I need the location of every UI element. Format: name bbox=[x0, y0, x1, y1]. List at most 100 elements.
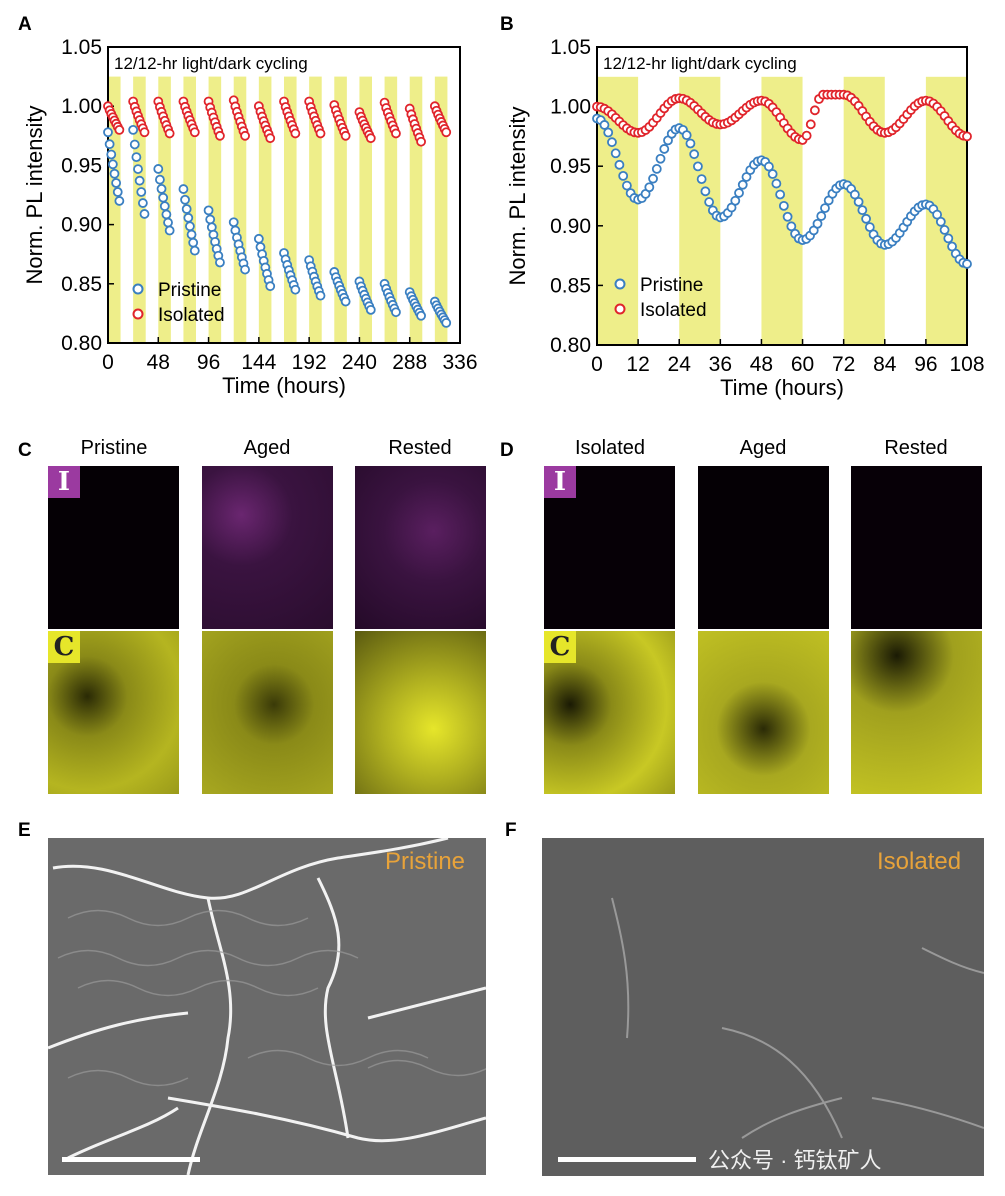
x-tick-label: 60 bbox=[791, 353, 814, 376]
map-d-rested-iodine bbox=[851, 466, 982, 629]
data-point-pristine bbox=[730, 195, 741, 206]
scale-bar-e bbox=[62, 1157, 200, 1162]
data-point-isolated bbox=[416, 136, 426, 147]
y-tick-label: 0.95 bbox=[550, 155, 591, 178]
data-point-pristine bbox=[610, 148, 621, 159]
x-tick-label: 108 bbox=[949, 353, 984, 376]
data-point-pristine bbox=[939, 225, 950, 235]
data-point-pristine bbox=[778, 200, 789, 211]
data-point-pristine bbox=[155, 174, 165, 185]
y-tick-label: 0.80 bbox=[550, 334, 591, 357]
y-tick-label: 0.90 bbox=[550, 215, 591, 238]
data-point-pristine bbox=[820, 203, 830, 214]
data-point-pristine bbox=[391, 307, 401, 318]
data-point-pristine bbox=[767, 169, 778, 179]
legend-marker-isolated bbox=[614, 303, 626, 315]
x-axis-label: Time (hours) bbox=[222, 373, 346, 398]
x-tick-label: 24 bbox=[668, 353, 692, 376]
data-point-pristine bbox=[607, 137, 617, 148]
data-point-pristine bbox=[655, 153, 666, 164]
x-tick-label: 12 bbox=[626, 353, 649, 376]
data-point-pristine bbox=[599, 120, 610, 130]
data-point-pristine bbox=[775, 189, 786, 200]
light-period-band bbox=[434, 76, 448, 343]
legend-label-isolated: Isolated bbox=[640, 300, 707, 321]
data-point-pristine bbox=[618, 170, 629, 181]
data-point-pristine bbox=[107, 159, 118, 170]
data-point-pristine bbox=[693, 161, 703, 172]
data-point-pristine bbox=[189, 245, 200, 256]
caption-d-aged: Aged bbox=[739, 437, 787, 459]
panel-letter-e: E bbox=[18, 820, 31, 841]
data-point-pristine bbox=[861, 213, 871, 224]
data-point-pristine bbox=[253, 233, 264, 244]
data-point-pristine bbox=[786, 221, 797, 232]
data-point-pristine bbox=[685, 138, 696, 149]
data-point-isolated bbox=[265, 133, 276, 144]
data-point-pristine bbox=[864, 222, 875, 233]
data-point-pristine bbox=[158, 192, 169, 203]
data-point-pristine bbox=[109, 168, 120, 179]
data-point-isolated bbox=[114, 124, 125, 135]
watermark-text: 公众号 · 钙钛矿人 bbox=[708, 1148, 882, 1173]
data-point-pristine bbox=[644, 182, 655, 193]
y-tick-label: 1.05 bbox=[550, 36, 591, 59]
data-point-isolated bbox=[340, 130, 351, 141]
x-tick-label: 36 bbox=[709, 353, 732, 376]
plot-frame bbox=[596, 46, 968, 346]
x-tick-label: 48 bbox=[147, 351, 170, 374]
map-d-aged-carbon bbox=[698, 631, 829, 794]
data-point-pristine bbox=[153, 164, 164, 174]
legend-marker-pristine bbox=[132, 283, 144, 295]
data-point-pristine bbox=[111, 178, 122, 188]
chart-b-pl-intensity: 12/12-hr light/dark cycling 0 12 24 36 48 60 72… bbox=[505, 36, 985, 400]
iodine-badge-d: I bbox=[544, 466, 576, 498]
data-point-pristine bbox=[163, 217, 173, 228]
data-point-pristine bbox=[614, 159, 625, 170]
data-point-pristine bbox=[159, 201, 170, 212]
data-point-pristine bbox=[689, 149, 700, 160]
y-tick-label: 0.90 bbox=[61, 214, 102, 237]
data-point-pristine bbox=[943, 233, 954, 244]
data-point-pristine bbox=[114, 196, 125, 206]
panel-letter-f: F bbox=[505, 820, 517, 841]
data-point-isolated bbox=[139, 127, 150, 138]
caption-c-aged: Aged bbox=[243, 437, 291, 459]
data-point-isolated bbox=[391, 128, 401, 139]
data-point-isolated bbox=[441, 127, 452, 138]
data-point-pristine bbox=[782, 211, 793, 222]
data-point-isolated bbox=[164, 128, 175, 139]
data-point-pristine bbox=[136, 187, 147, 197]
data-point-pristine bbox=[156, 183, 167, 194]
data-point-pristine bbox=[178, 184, 189, 194]
data-point-pristine bbox=[681, 130, 692, 141]
data-point-pristine bbox=[764, 161, 774, 172]
data-point-pristine bbox=[181, 204, 192, 214]
legend-label-pristine: Pristine bbox=[158, 280, 221, 301]
data-point-pristine bbox=[704, 197, 715, 207]
data-point-pristine bbox=[700, 186, 711, 197]
map-d-rested-carbon bbox=[851, 631, 982, 794]
carbon-badge-c: C bbox=[48, 631, 80, 663]
plot-frame bbox=[107, 46, 461, 344]
carbon-badge-d: C bbox=[544, 631, 576, 663]
data-point-pristine bbox=[203, 205, 214, 216]
x-tick-label: 144 bbox=[241, 351, 276, 374]
x-tick-label: 192 bbox=[292, 351, 327, 374]
data-point-pristine bbox=[228, 217, 239, 228]
panel-letter-d: D bbox=[500, 440, 514, 461]
map-c-aged-carbon bbox=[202, 631, 333, 794]
y-tick-label: 1.00 bbox=[61, 95, 102, 118]
x-tick-label: 240 bbox=[342, 351, 377, 374]
sem-cracks-pristine bbox=[48, 838, 486, 1175]
sem-image-isolated bbox=[542, 838, 984, 1176]
panel-letter-a: A bbox=[18, 14, 32, 35]
y-tick-label: 1.05 bbox=[61, 36, 102, 59]
x-tick-label: 48 bbox=[750, 353, 773, 376]
x-tick-label: 72 bbox=[832, 353, 855, 376]
caption-d-isolated: Isolated bbox=[574, 437, 646, 459]
chart-a-pl-intensity: 12/12-hr light/dark cycling 0 48 96 144 192 24… bbox=[22, 36, 478, 398]
x-tick-label: 0 bbox=[102, 351, 114, 374]
y-tick-label: 0.85 bbox=[550, 274, 591, 297]
data-point-isolated bbox=[315, 128, 326, 139]
